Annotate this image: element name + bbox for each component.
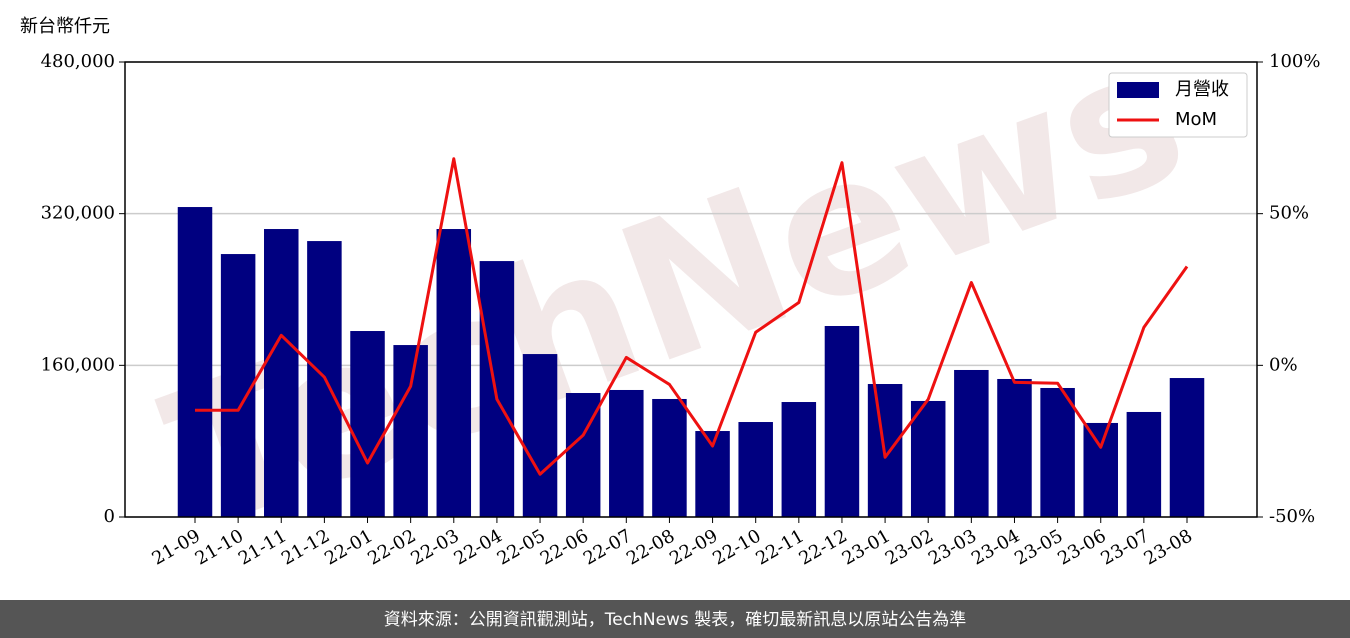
bar: [1126, 411, 1162, 517]
x-tick-label: 23-02: [882, 525, 937, 569]
x-tick-label: 23-06: [1054, 525, 1109, 569]
y-tick-label: 160,000: [41, 354, 115, 375]
x-tick-label: 22-12: [796, 525, 851, 569]
bar: [954, 369, 989, 517]
bar: [264, 229, 299, 517]
bar: [738, 422, 773, 517]
x-tick-label: 22-03: [407, 525, 462, 569]
bar: [1040, 387, 1075, 517]
x-tick-label: 22-07: [580, 525, 635, 569]
x-tick-label: 23-03: [925, 525, 980, 569]
legend-swatch: [1117, 82, 1159, 98]
x-tick-label: 23-05: [1011, 525, 1066, 569]
y2-tick-label: -50%: [1269, 506, 1315, 527]
bar: [824, 325, 860, 517]
legend-label: MoM: [1175, 109, 1217, 130]
plot-frame: [124, 61, 1258, 518]
x-tick-label: 22-05: [494, 525, 549, 569]
bar: [436, 229, 472, 517]
x-tick-label: 23-01: [839, 525, 894, 569]
bar: [781, 402, 817, 517]
y-tick-label: 480,000: [41, 51, 115, 72]
x-tick-label: 22-11: [752, 525, 807, 569]
x-tick-label: 22-10: [709, 525, 764, 569]
legend-label: 月營收: [1175, 79, 1229, 100]
x-tick-label: 23-04: [968, 525, 1023, 569]
line: [195, 157, 1189, 476]
x-tick-label: 22-04: [450, 525, 505, 569]
y2-tick-label: 0%: [1269, 354, 1298, 375]
x-tick-label: 23-07: [1097, 525, 1152, 569]
bar: [1083, 422, 1118, 517]
bar: [350, 331, 385, 517]
bar: [393, 345, 428, 517]
bar: [910, 400, 946, 517]
footer: 資料來源：公開資訊觀測站，TechNews 製表，確切最新訊息以原站公告為準: [384, 610, 966, 630]
x-tick-label: 22-01: [321, 525, 376, 569]
x-tick-label: 22-02: [364, 525, 419, 569]
bar: [997, 378, 1032, 517]
y-tick-label: 320,000: [41, 203, 115, 224]
y-axis-label: 新台幣仟元: [20, 16, 110, 37]
bar: [609, 389, 644, 517]
x-tick-label: 22-09: [666, 525, 721, 569]
footer-band: [0, 600, 1350, 638]
x-tick-label: 22-08: [623, 525, 678, 569]
bar: [220, 254, 256, 517]
x-tick-label: 21-09: [149, 525, 204, 569]
bar: [177, 207, 213, 517]
bar: [652, 398, 687, 517]
x-tick-label: 22-06: [537, 525, 592, 569]
bar: [1169, 378, 1205, 517]
bar: [522, 354, 558, 517]
bar: [479, 261, 515, 517]
x-tick-label: 23-08: [1141, 525, 1196, 569]
y2-tick-label: 50%: [1269, 203, 1309, 224]
y2-tick-label: 100%: [1269, 51, 1320, 72]
y-tick-label: 0: [104, 506, 115, 527]
